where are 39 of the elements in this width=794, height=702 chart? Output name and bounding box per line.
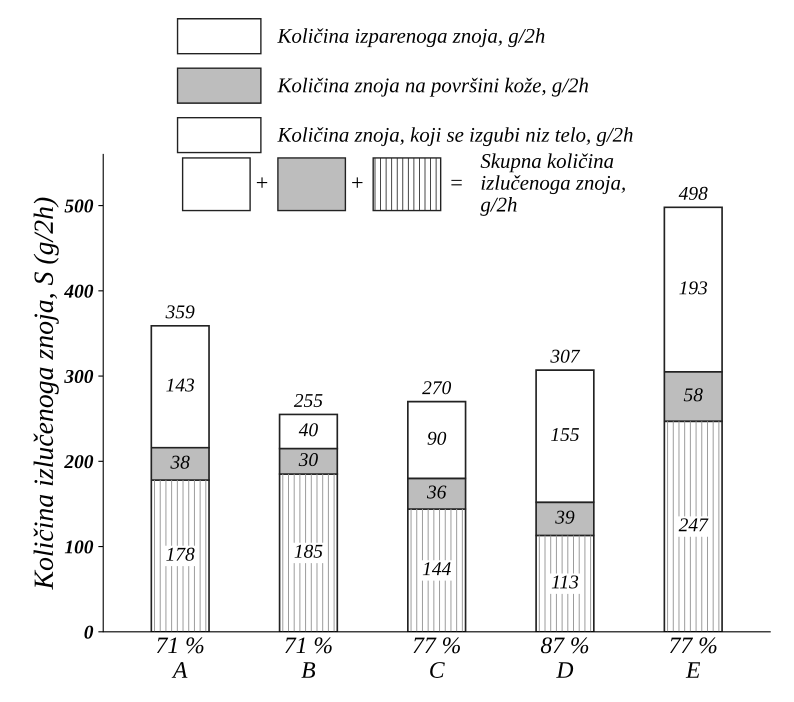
annotation: + (256, 177, 268, 188)
x-tick-label: 71 % A (156, 637, 204, 678)
annotation: Skupna količina izlučenoga znoja, g/2h (480, 153, 625, 216)
data-label: 247 (678, 518, 708, 532)
data-label: 90 (428, 432, 446, 445)
data-label: 155 (551, 428, 579, 442)
total-label: 270 (422, 381, 452, 394)
data-label: 40 (298, 423, 318, 436)
legend-label: Količina znoja na površini kože, g/2h (277, 78, 588, 97)
data-label: 144 (422, 562, 451, 576)
total-label: 255 (294, 394, 322, 408)
y-tick-label: 400 (64, 284, 94, 298)
total-label: 498 (678, 186, 708, 200)
data-label: 113 (552, 575, 578, 589)
data-label: 36 (426, 486, 446, 499)
legend-label: Količina znoja, koji se izgubi niz telo, g/2h (277, 127, 633, 146)
data-label: 39 (555, 510, 574, 524)
data-label: 143 (166, 378, 194, 392)
y-tick-label: 500 (64, 199, 94, 213)
data-label: 193 (679, 281, 708, 294)
total-label: 359 (166, 305, 194, 318)
y-tick-label: 300 (64, 370, 94, 384)
legend-label: Količina izparenoga znoja, g/2h (277, 28, 544, 48)
annotation: + (352, 177, 362, 188)
data-label: 185 (294, 544, 322, 558)
data-label: 30 (298, 453, 318, 466)
y-tick-label: 100 (64, 540, 94, 554)
total-label: 307 (550, 350, 580, 363)
x-tick-label: 77 % C (413, 637, 460, 678)
y-axis-title: Količina izlučenoga znoja, S (g/2h) (34, 198, 59, 590)
data-label: 38 (170, 456, 190, 469)
x-tick-label: 87 % D (540, 637, 588, 678)
annotation: = (451, 180, 462, 186)
x-tick-label: 77 % E (670, 637, 716, 678)
data-label: 58 (684, 388, 703, 402)
x-tick-label: 71 % B (285, 637, 332, 678)
y-tick-label: 0 (84, 626, 94, 639)
data-label: 178 (166, 548, 195, 561)
y-tick-label: 200 (64, 455, 94, 468)
